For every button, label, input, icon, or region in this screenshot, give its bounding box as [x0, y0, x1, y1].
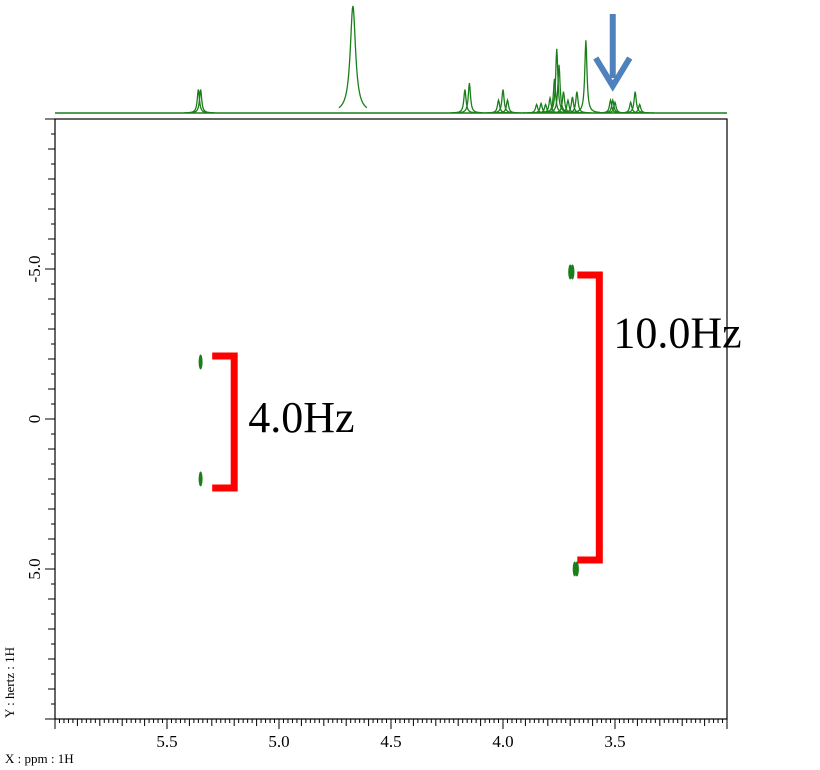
projection-peak: [621, 91, 650, 114]
projection-spectrum: [55, 5, 727, 114]
projection-peak: [186, 89, 215, 114]
coupling-annotations: 4.0Hz 10.0Hz: [212, 271, 742, 564]
cross-peaks: [198, 264, 579, 577]
projection-peak: [338, 5, 368, 109]
coupling-bracket: [212, 352, 238, 492]
x-axis-tick-labels: 5.5 5.0 4.5 4.0 3.5: [156, 732, 625, 751]
cross-peak: [574, 561, 579, 577]
arrow-head: [593, 56, 633, 92]
coupling-label: 10.0Hz: [613, 309, 741, 358]
coupling-label: 4.0Hz: [248, 393, 354, 442]
projection-peak: [488, 89, 518, 114]
x-tick-label: 4.0: [492, 732, 513, 751]
x-tick-label: 5.5: [156, 732, 177, 751]
plot-frame: [54, 118, 728, 720]
x-axis-label: X : ppm : 1H: [5, 751, 74, 766]
projection-peak: [562, 91, 591, 114]
projection-peak: [450, 89, 479, 114]
cross-peak: [570, 264, 575, 280]
projection-peaks: [184, 5, 654, 114]
y-axis-ticks: [45, 118, 55, 720]
projection-peak: [571, 40, 600, 114]
projection-peak: [625, 102, 654, 114]
y-tick-label: -5.0: [25, 256, 44, 283]
y-axis-tick-labels: -5.0 0 5.0: [25, 256, 44, 580]
projection-peak: [493, 97, 522, 114]
y-tick-label: 0: [25, 415, 44, 424]
x-tick-label: 3.5: [604, 732, 625, 751]
x-tick-label: 5.0: [268, 732, 289, 751]
projection-peak: [455, 82, 484, 114]
x-axis-ticks: [54, 719, 728, 729]
cross-peak: [198, 471, 203, 487]
y-axis-label: Y : hertz : 1H: [2, 647, 17, 718]
y-tick-label: 5.0: [25, 558, 44, 579]
projection-peak: [184, 89, 213, 114]
x-tick-label: 4.5: [380, 732, 401, 751]
coupling-bracket: [577, 271, 603, 564]
arrow-down-icon: [593, 14, 633, 92]
cross-peak: [198, 354, 203, 370]
